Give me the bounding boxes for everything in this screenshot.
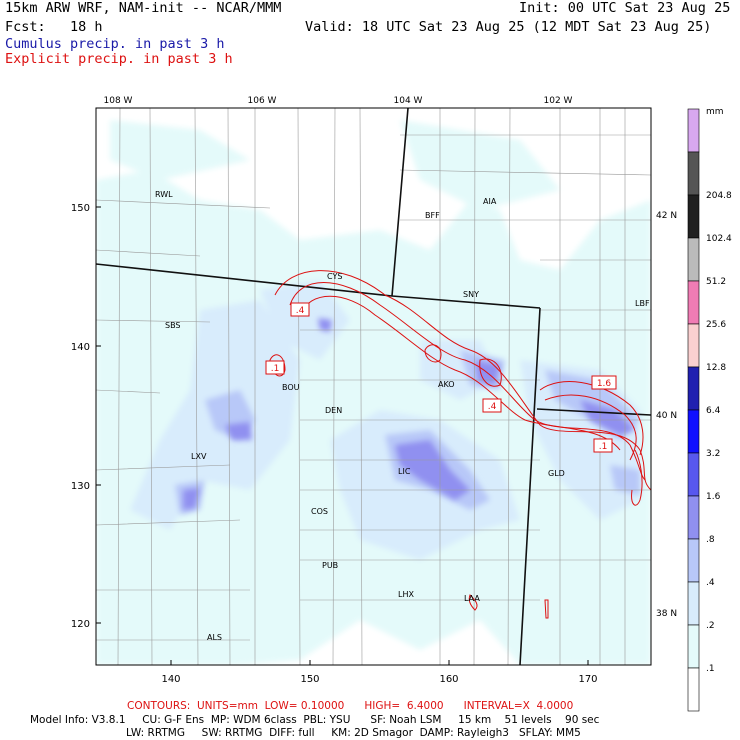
colorbar-level-label: .8 <box>706 535 715 545</box>
forecast-hour: Fcst: 18 h <box>5 19 103 35</box>
station-sny: SNY <box>463 290 479 299</box>
colorbar-level-label: 12.8 <box>706 363 726 373</box>
contour-label: .4 <box>296 306 305 316</box>
station-lbf: LBF <box>635 299 650 308</box>
map-frame <box>95 107 652 666</box>
explicit-legend: Explicit precip. in past 3 h <box>5 51 233 67</box>
station-pub: PUB <box>322 561 338 570</box>
colorbar-swatch <box>687 538 700 583</box>
station-lhx: LHX <box>398 590 414 599</box>
colorbar-level-label: 102.4 <box>706 234 732 244</box>
contour-label: 1.6 <box>597 379 612 389</box>
station-rwl: RWL <box>155 190 173 199</box>
colorbar: mm 204.8 102.4 51.2 25.6 12.8 6.4 3.2 1.6 .8 .4 .2.… <box>687 107 732 712</box>
colorbar-swatch <box>687 108 700 153</box>
station-aia: AIA <box>483 197 497 206</box>
valid-time: Valid: 18 UTC Sat 23 Aug 25 (12 MDT Sat … <box>305 19 712 35</box>
colorbar-level-label: 204.8 <box>706 191 732 201</box>
station-bff: BFF <box>425 211 440 220</box>
colorbar-unit: mm <box>706 107 724 117</box>
county-borders <box>96 108 651 665</box>
y-tick-label: 120 <box>71 619 90 630</box>
x-tick-label: 150 <box>300 674 319 685</box>
cumulus-legend: Cumulus precip. in past 3 h <box>5 36 225 52</box>
station-als: ALS <box>207 633 222 642</box>
state-borders <box>96 108 651 665</box>
axis-ticks: 108 W 106 W 104 W 102 W 42 N 40 N 38 N 150 140 13… <box>71 96 677 685</box>
colorbar-level-label: 6.4 <box>706 406 721 416</box>
colorbar-level-label: 1.6 <box>706 492 721 502</box>
top-longitude-label: 102 W <box>544 96 573 106</box>
contour-label: .1 <box>599 442 608 452</box>
station-gld: GLD <box>548 469 565 478</box>
colorbar-level-label: 51.2 <box>706 277 726 287</box>
colorbar-swatch <box>687 366 700 411</box>
latitude-label: 40 N <box>656 411 677 421</box>
x-tick-label: 170 <box>578 674 597 685</box>
top-longitude-label: 108 W <box>104 96 133 106</box>
colorbar-swatch <box>687 409 700 454</box>
station-lic: LIC <box>398 467 411 476</box>
station-laa: LAA <box>464 594 480 603</box>
colorbar-swatch <box>687 323 700 368</box>
y-tick-label: 130 <box>71 481 90 492</box>
colorbar-swatch <box>687 452 700 497</box>
colorbar-swatch <box>687 151 700 196</box>
colorbar-level-label: .4 <box>706 578 715 588</box>
contour-label-box <box>593 438 613 453</box>
colorbar-swatch <box>687 280 700 325</box>
contour-label: .4 <box>488 402 497 412</box>
contour-label-box <box>591 375 617 390</box>
model-info-line-1: Model Info: V3.8.1 CU: G-F Ens MP: WDM 6… <box>30 714 600 726</box>
colorbar-swatch <box>687 667 700 712</box>
x-tick-label: 140 <box>161 674 180 685</box>
y-tick-label: 150 <box>71 203 90 214</box>
station-bou: BOU <box>282 383 300 392</box>
colorbar-swatch <box>687 237 700 282</box>
contour-label-box <box>290 302 310 317</box>
contour-labels: .4 .1 .4 1.6 .1 <box>265 302 617 453</box>
colorbar-level-label: 3.2 <box>706 449 720 459</box>
latitude-label: 38 N <box>656 609 677 619</box>
station-labels: RWL BFF AIA CYS SNY LBF SBS BOU AKO DEN LXV LIC GLD C… <box>155 190 650 642</box>
top-longitude-label: 104 W <box>394 96 423 106</box>
latitude-label: 42 N <box>656 211 677 221</box>
station-den: DEN <box>325 406 342 415</box>
station-cys: CYS <box>327 272 342 281</box>
precip-map: .4 .1 .4 1.6 .1 RWL BFF AIA CYS SNY LBF SBS BOU AKO D… <box>71 96 732 712</box>
contour-label-box <box>265 360 285 375</box>
top-longitude-label: 106 W <box>248 96 277 106</box>
colorbar-level-label: .1 <box>706 664 715 674</box>
model-title: 15km ARW WRF, NAM-init -- NCAR/MMM <box>5 0 282 16</box>
colorbar-swatch <box>687 495 700 540</box>
init-time: Init: 00 UTC Sat 23 Aug 25 <box>519 0 731 16</box>
station-lxv: LXV <box>191 452 207 461</box>
contours-info: CONTOURS: UNITS=mm LOW= 0.10000 HIGH= 6.… <box>127 700 574 712</box>
colorbar-swatch <box>687 624 700 669</box>
model-info-line-2: LW: RRTMG SW: RRTMG DIFF: full KM: 2D Sm… <box>126 727 581 739</box>
colorbar-level-label: 25.6 <box>706 320 726 330</box>
contour-label: .1 <box>271 364 280 374</box>
y-tick-label: 140 <box>71 342 90 353</box>
station-cos: COS <box>311 507 328 516</box>
station-ako: AKO <box>438 380 455 389</box>
contour-label-box <box>482 398 502 413</box>
explicit-precip-contours <box>269 270 651 619</box>
station-sbs: SBS <box>165 321 181 330</box>
colorbar-swatch <box>687 581 700 626</box>
colorbar-level-label: .2 <box>706 621 715 631</box>
colorbar-swatch <box>687 194 700 239</box>
x-tick-label: 160 <box>439 674 458 685</box>
